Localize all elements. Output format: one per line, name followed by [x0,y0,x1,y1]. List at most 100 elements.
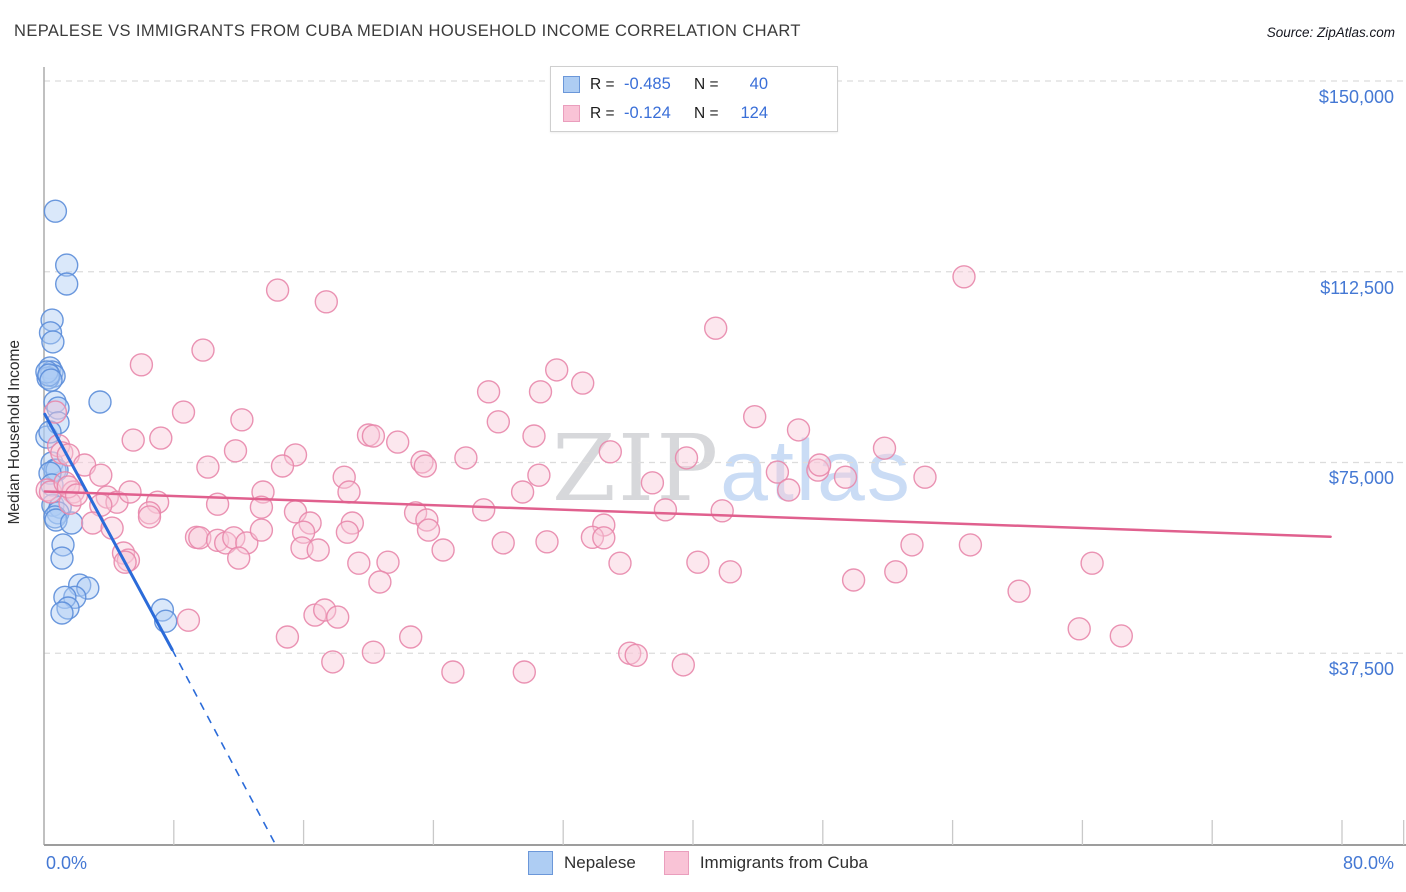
scatter-point-cuba [1007,579,1031,603]
scatter-point-cuba [786,418,811,442]
scatter-point-cuba [510,480,535,504]
scatter-point-cuba [403,501,428,525]
scatter-point-cuba [512,660,536,684]
scatter-point-cuba [306,538,330,562]
n-value-cuba: 124 [740,104,768,122]
y-axis-tick-label: $37,500 [1328,659,1394,680]
scatter-point-cuba [337,480,361,504]
scatter-point-cuba [335,520,360,544]
scatter-point-cuba [671,653,695,677]
scatter-point-cuba [415,508,439,532]
scatter-point-cuba [833,465,858,489]
scatter-point-nepalese [41,330,65,354]
scatter-point-cuba [376,550,400,574]
scatter-point-cuba [361,424,386,448]
correlation-legend-box: R = -0.485 N = 40 R = -0.124 N = 124 [550,66,838,132]
scatter-point-cuba [545,358,569,382]
scatter-point-cuba [43,400,68,424]
x-axis-max-label: 80.0% [1342,853,1394,873]
trendline-nepalese [43,412,174,652]
scatter-point-cuba [624,643,648,667]
scatter-point-nepalese [39,368,63,392]
scatter-point-cuba [807,453,832,477]
scatter-point-cuba [571,371,595,395]
scatter-point-cuba [491,531,515,555]
scatter-point-cuba [704,316,728,340]
scatter-point-nepalese [43,390,67,414]
nepalese-legend-label: Nepalese [564,853,636,872]
scatter-point-cuba [431,538,455,562]
trendline-extrapolation-dashed [171,649,276,843]
y-axis-tick-label: $150,000 [1318,87,1394,107]
scatter-point-cuba [653,498,678,522]
scatter-point-cuba [275,625,300,649]
scatter-point-cuba [332,465,356,489]
scatter-point-cuba [1109,624,1134,648]
scatter-point-cuba [410,450,434,474]
scatter-point-cuba [313,598,337,622]
legend-row-cuba: R = -0.124 N = 124 [563,104,825,123]
scatter-point-cuba [884,560,908,584]
scatter-point-cuba [347,551,371,575]
scatter-point-cuba [777,478,801,502]
scatter-point-cuba [598,440,622,464]
scatter-point-cuba [486,410,510,434]
y-axis-tick-label: $112,500 [1320,277,1394,298]
scatter-point-cuba [326,605,350,629]
scatter-point-nepalese [76,576,100,600]
n-value-nepalese: 40 [749,75,768,93]
scatter-point-cuba [608,551,632,575]
n-label: N = [694,104,719,122]
scatter-point-nepalese [50,546,74,570]
scatter-point-cuba [223,439,248,463]
cuba-legend-swatch-icon [663,851,689,875]
scatter-point-cuba [535,530,559,554]
scatter-point-cuba [454,446,478,470]
scatter-point-cuba [176,608,201,632]
cuba-swatch-icon [563,105,580,122]
scatter-point-nepalese [54,272,79,296]
scatter-point-cuba [149,426,173,450]
scatter-point-nepalese [51,533,75,557]
scatter-point-cuba [386,430,410,454]
scatter-point-cuba [249,518,274,542]
nepalese-swatch-icon [563,76,580,93]
scatter-point-nepalese [50,601,74,625]
scatter-point-cuba [765,460,790,484]
scatter-point-cuba [191,338,215,362]
n-label: N = [694,75,719,93]
scatter-point-nepalese [59,511,84,535]
r-value-nepalese: -0.485 [624,75,671,93]
legend-row-nepalese: R = -0.485 N = 40 [563,75,825,94]
r-label: R = [590,75,615,93]
scatter-point-cuba [958,533,983,557]
scatter-point-cuba [249,495,274,519]
scatter-point-cuba [476,380,501,404]
scatter-point-cuba [118,480,142,504]
scatter-point-cuba [674,446,699,470]
scatter-point-cuba [743,405,767,429]
scatter-point-cuba [188,526,212,550]
scatter-point-cuba [89,463,113,487]
scatter-point-cuba [230,408,254,432]
scatter-point-nepalese [54,253,79,277]
scatter-point-cuba [841,568,866,592]
scatter-point-cuba [270,454,295,478]
series-legend: Nepalese Immigrants from Cuba [528,851,868,875]
scatter-point-cuba [226,546,251,570]
scatter-point-nepalese [88,390,112,414]
scatter-point-cuba [361,640,386,664]
source-attribution: Source: ZipAtlas.com [1266,25,1395,40]
scatter-point-cuba [522,424,546,448]
scatter-point-cuba [1067,617,1091,641]
scatter-point-cuba [1080,551,1104,575]
scatter-point-cuba [718,560,742,584]
scatter-point-cuba [368,570,392,594]
y-axis-title: Median Household Income [6,340,23,525]
scatter-point-cuba [321,650,345,674]
scatter-point-cuba [592,526,616,550]
scatter-point-cuba [900,533,924,557]
scatter-point-cuba [441,660,465,684]
